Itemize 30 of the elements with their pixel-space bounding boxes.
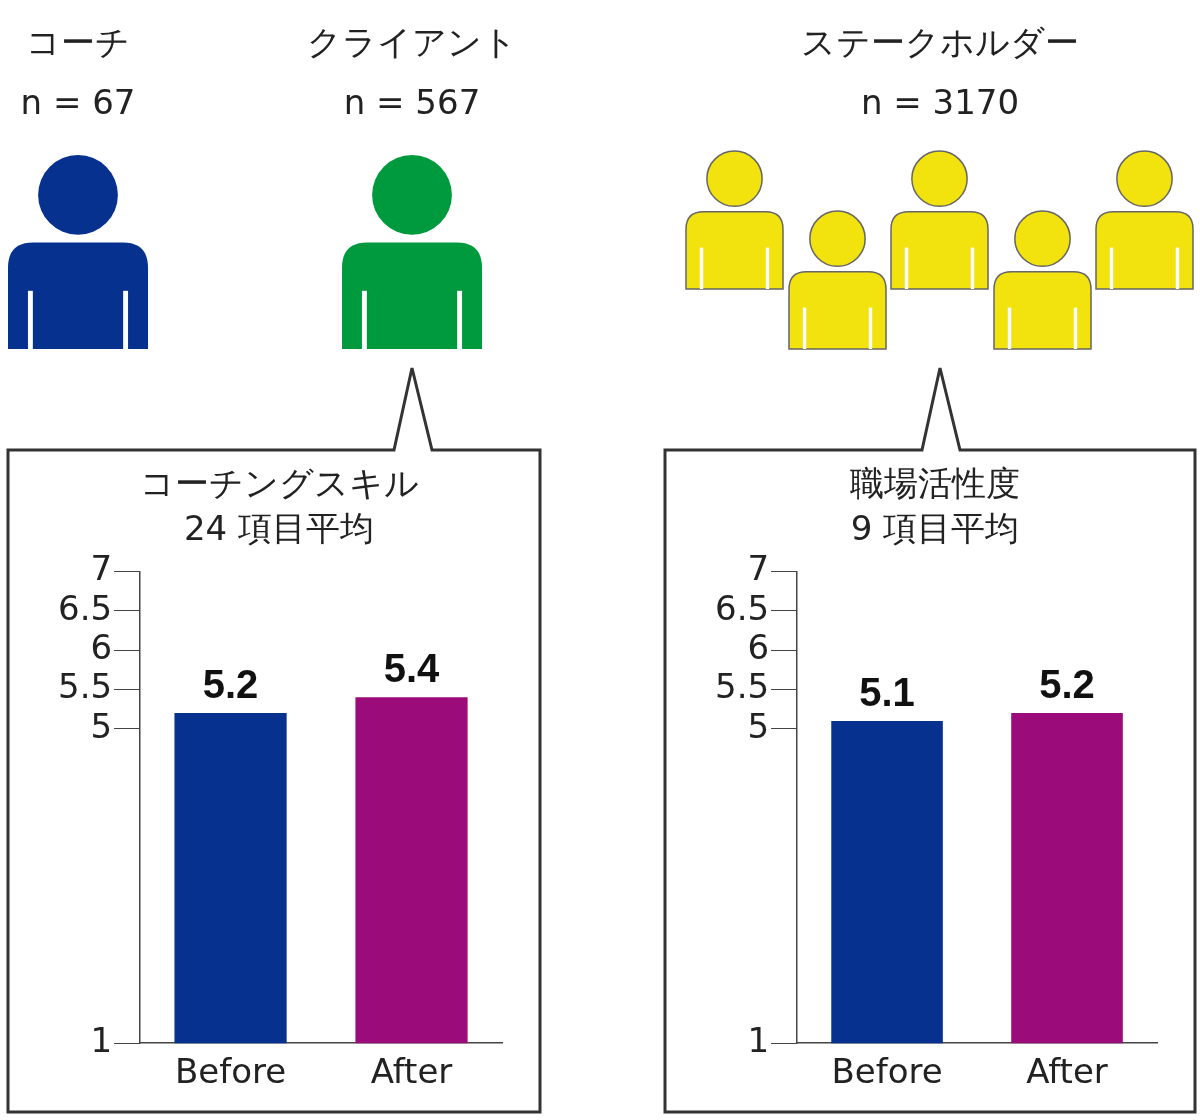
data-label: 5.4 (383, 646, 441, 691)
y-tick-label: 7 (90, 548, 113, 589)
data-label: 5.2 (202, 662, 259, 707)
text: n = 3170 (860, 82, 1020, 122)
y-tick-label: 6.5 (57, 587, 113, 628)
y-tick-label: 6 (90, 627, 113, 668)
y-tick-label: 1 (90, 1020, 113, 1061)
y-tick-label: 5 (90, 705, 113, 746)
chart-subtitle: 9 項目平均 (850, 508, 1020, 549)
text: コーチ (26, 21, 130, 64)
chart-title: コーチングスキル (139, 463, 419, 504)
y-tick-label: 1 (747, 1020, 770, 1061)
y-tick-label: 5 (747, 705, 770, 746)
text: ステークホルダー (801, 21, 1079, 64)
x-tick-label: Before (831, 1051, 943, 1092)
y-tick-label: 6.5 (714, 587, 770, 628)
data-label: 5.1 (859, 669, 915, 714)
data-label: 5.2 (1039, 662, 1095, 707)
text: クライアント (307, 21, 517, 64)
chart-title: 職場活性度 (850, 463, 1020, 504)
text: n = 567 (343, 82, 481, 122)
text: n = 67 (20, 82, 136, 122)
x-tick-label: After (1026, 1051, 1108, 1092)
x-tick-label: After (370, 1051, 453, 1092)
y-tick-label: 5.5 (57, 666, 113, 707)
y-tick-label: 6 (747, 627, 770, 668)
x-tick-label: Before (174, 1051, 287, 1092)
y-tick-label: 7 (747, 548, 770, 589)
chart-subtitle: 24 項目平均 (183, 508, 375, 549)
y-tick-label: 5.5 (714, 666, 770, 707)
